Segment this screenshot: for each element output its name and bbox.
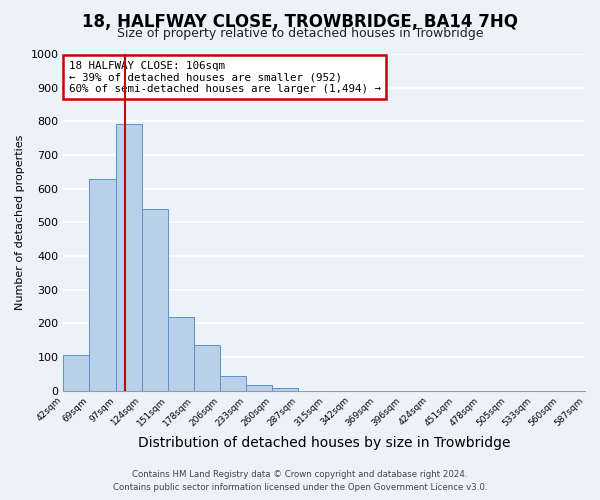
Text: 18, HALFWAY CLOSE, TROWBRIDGE, BA14 7HQ: 18, HALFWAY CLOSE, TROWBRIDGE, BA14 7HQ (82, 12, 518, 30)
Bar (246, 385, 272, 390)
Bar (220, 376, 246, 390)
Bar (272, 388, 298, 390)
Text: Size of property relative to detached houses in Trowbridge: Size of property relative to detached ho… (117, 28, 483, 40)
Text: 18 HALFWAY CLOSE: 106sqm
← 39% of detached houses are smaller (952)
60% of semi-: 18 HALFWAY CLOSE: 106sqm ← 39% of detach… (68, 60, 380, 94)
Y-axis label: Number of detached properties: Number of detached properties (15, 134, 25, 310)
X-axis label: Distribution of detached houses by size in Trowbridge: Distribution of detached houses by size … (138, 436, 511, 450)
Bar (194, 346, 220, 391)
Bar (116, 124, 142, 390)
Bar (168, 316, 194, 390)
Text: Contains HM Land Registry data © Crown copyright and database right 2024.
Contai: Contains HM Land Registry data © Crown c… (113, 470, 487, 492)
Bar (142, 208, 168, 390)
Bar (89, 180, 116, 390)
Bar (64, 354, 89, 390)
